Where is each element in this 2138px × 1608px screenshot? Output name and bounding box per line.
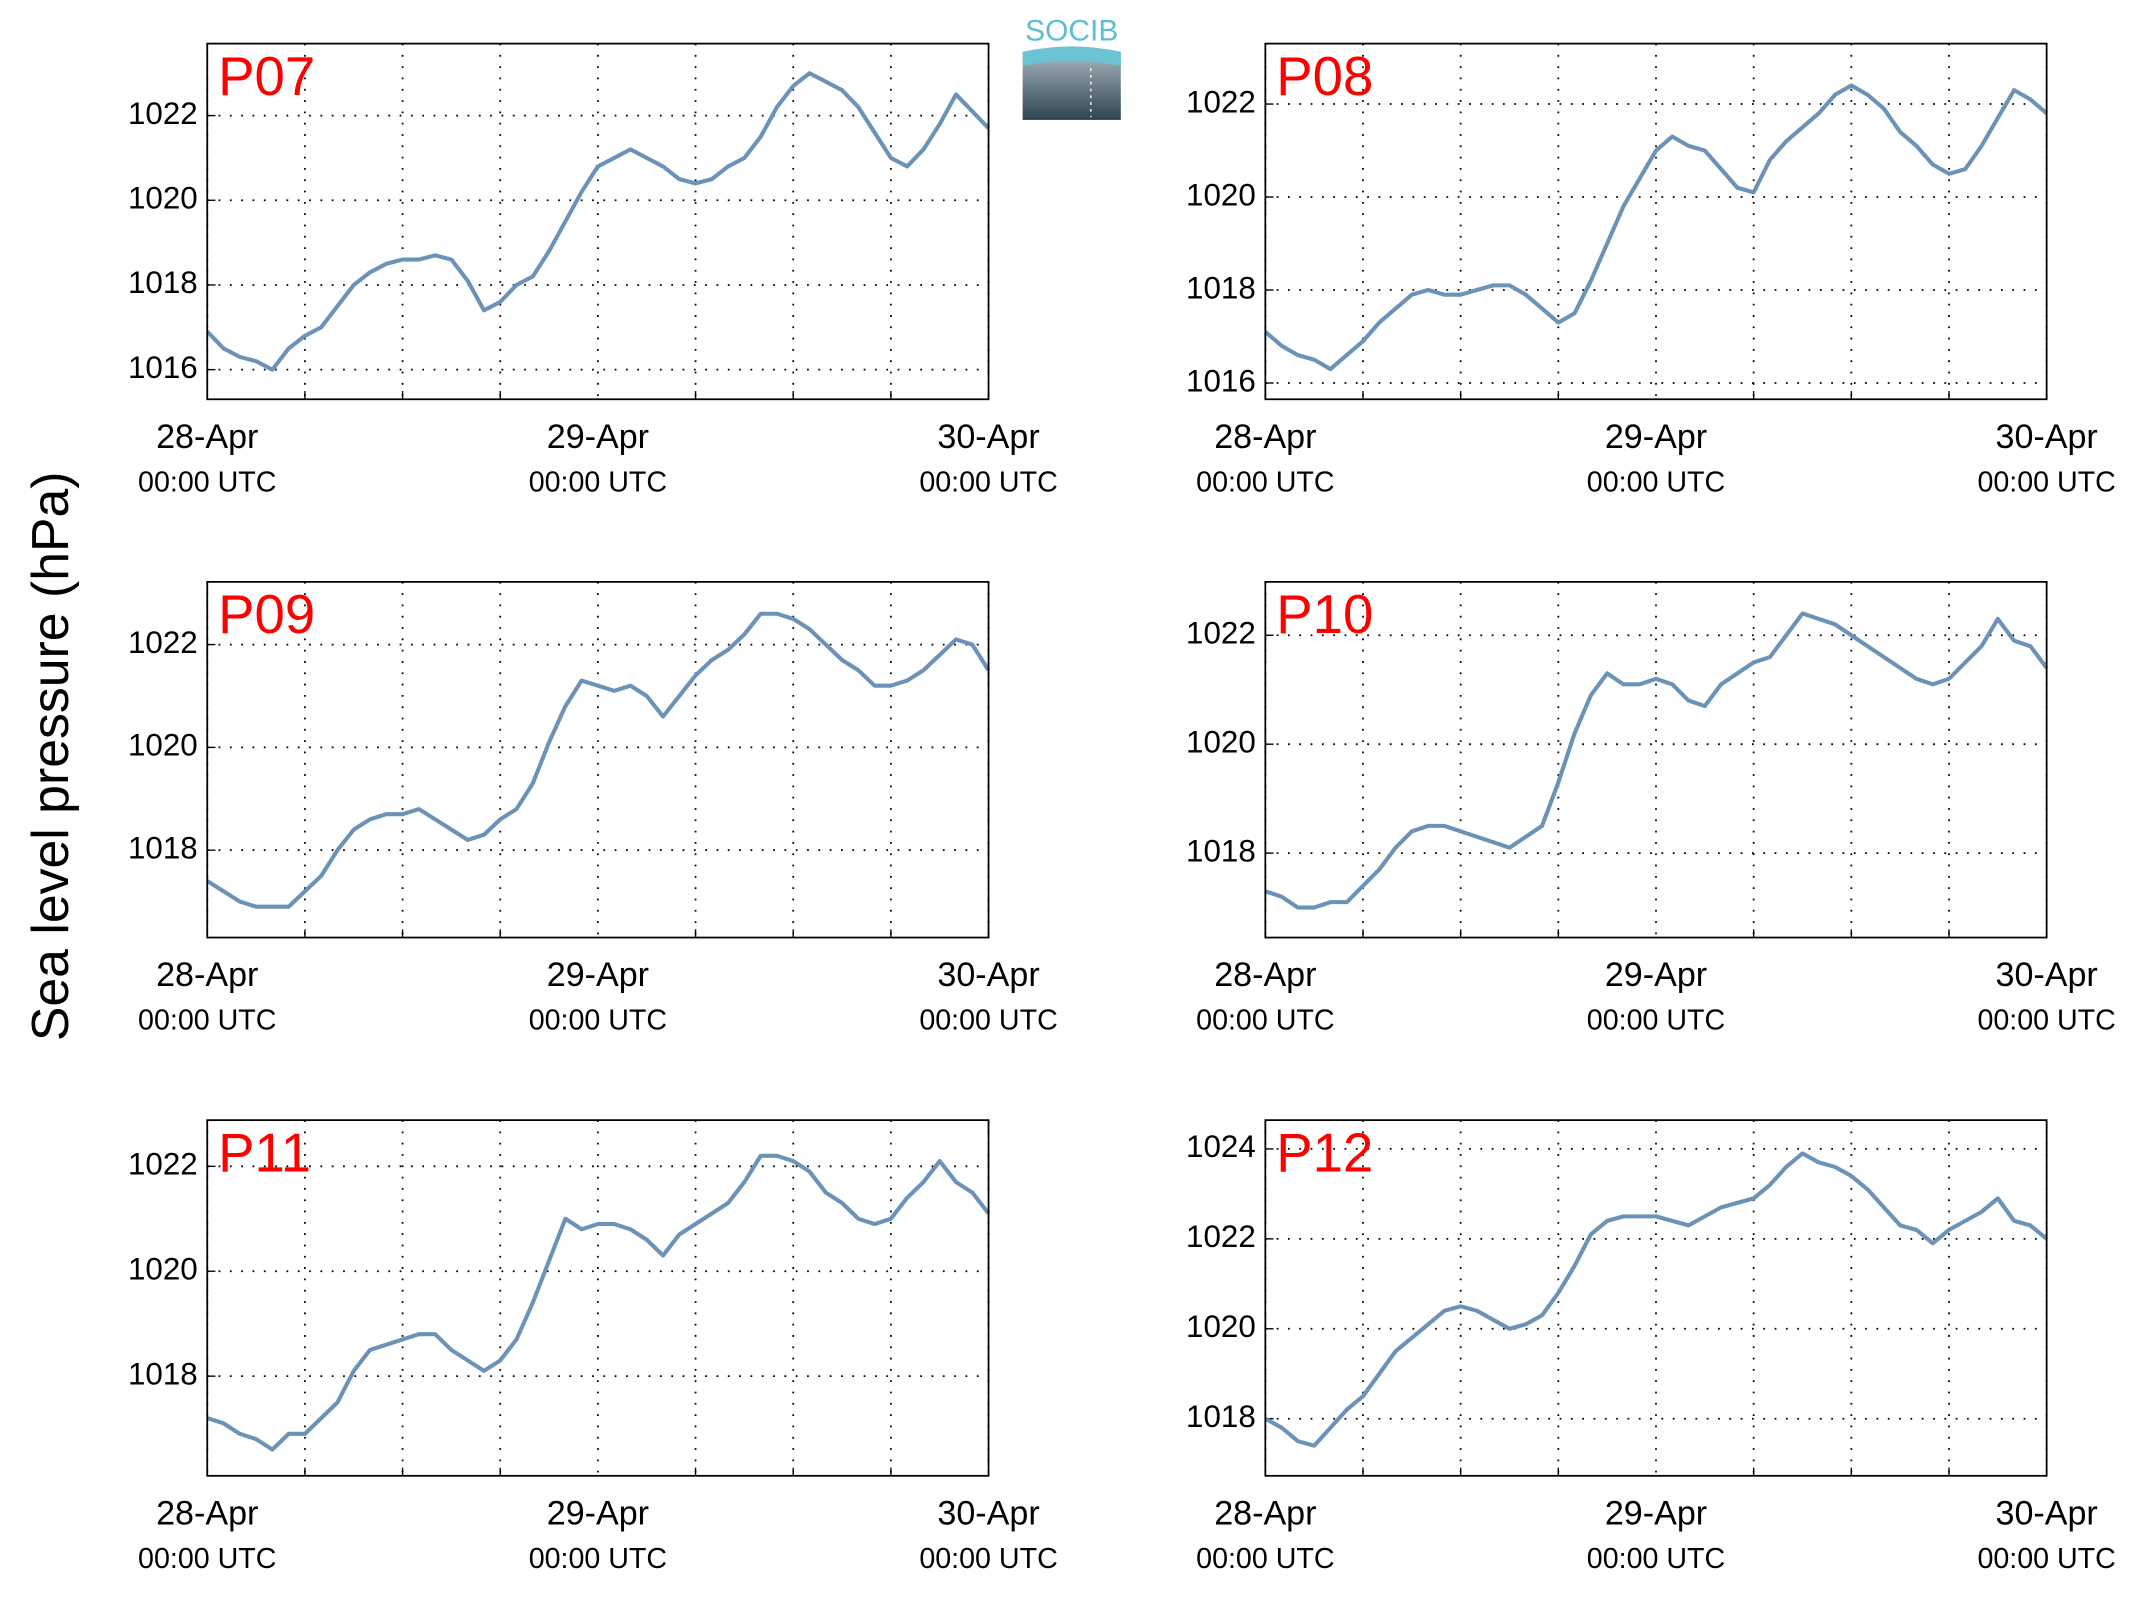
y-tick-label: 1022 <box>1186 1219 1256 1254</box>
x-tick-sublabel: 00:00 UTC <box>1977 466 2115 498</box>
data-line <box>206 611 991 909</box>
plot-area <box>207 581 989 938</box>
plot-frame <box>206 42 990 401</box>
panel-title: P07 <box>218 46 315 107</box>
plot-frame <box>206 1119 990 1477</box>
y-tick-label: 1022 <box>128 1147 198 1182</box>
x-tick-sublabel: 00:00 UTC <box>1977 1543 2115 1575</box>
panel-title: P09 <box>218 584 315 645</box>
y-tick-label: 1020 <box>128 728 198 763</box>
data-line <box>205 71 991 372</box>
x-tick-sublabel: 00:00 UTC <box>529 1005 667 1037</box>
plot-frame <box>206 580 990 939</box>
y-tick-label: 1020 <box>128 1252 198 1287</box>
x-tick-label: 30-Apr <box>1996 1494 2098 1532</box>
panel: 1018 1020 1022 28-Apr 00:00 UTC 29-Apr 00:00 U… <box>1186 580 2116 1037</box>
x-tick-label: 29-Apr <box>547 1494 649 1532</box>
x-tick-label: 28-Apr <box>1214 418 1316 456</box>
x-tick-sublabel: 00:00 UTC <box>1587 1543 1725 1575</box>
panel: 1018 1020 1022 1024 28-Apr 00:00 UTC 29-Apr 00:… <box>1186 1119 2116 1575</box>
plot-area <box>207 1120 989 1476</box>
x-tick-label: 30-Apr <box>1996 418 2098 456</box>
x-tick-sublabel: 00:00 UTC <box>1587 1005 1725 1037</box>
y-tick-label: 1020 <box>1186 1309 1256 1344</box>
y-tick-label: 1024 <box>1186 1129 1256 1164</box>
panel-title: P08 <box>1276 46 1373 107</box>
x-tick-sublabel: 00:00 UTC <box>138 1005 276 1037</box>
x-tick-label: 30-Apr <box>937 418 1039 456</box>
panel: 1016 1018 1020 1022 28-Apr 00:00 UTC 29-Apr 00:… <box>128 42 1058 498</box>
x-tick-sublabel: 00:00 UTC <box>1196 1543 1334 1575</box>
x-tick-sublabel: 00:00 UTC <box>529 466 667 498</box>
y-tick-label: 1018 <box>128 1356 198 1391</box>
x-tick-sublabel: 00:00 UTC <box>1196 1005 1334 1037</box>
x-tick-label: 28-Apr <box>156 956 258 994</box>
y-tick-label: 1018 <box>1186 270 1256 305</box>
y-tick-label: 1022 <box>1186 84 1256 119</box>
x-tick-label: 28-Apr <box>1214 956 1316 994</box>
x-tick-sublabel: 00:00 UTC <box>1587 466 1725 498</box>
x-tick-label: 29-Apr <box>1605 418 1707 456</box>
y-tick-label: 1018 <box>128 265 198 300</box>
logo-wave <box>1022 46 1121 66</box>
y-tick-label: 1022 <box>128 625 198 660</box>
panel: 1018 1020 1022 28-Apr 00:00 UTC 29-Apr 00:00 U… <box>128 1119 1058 1575</box>
x-tick-label: 29-Apr <box>547 956 649 994</box>
plot-area <box>1265 581 2047 938</box>
y-tick-label: 1018 <box>1186 1399 1256 1434</box>
x-tick-sublabel: 00:00 UTC <box>138 466 276 498</box>
data-line <box>1264 1151 2048 1448</box>
plot-frame <box>1264 42 2048 401</box>
y-tick-label: 1018 <box>1186 833 1256 868</box>
y-tick-label: 1018 <box>128 830 198 865</box>
panel: 1018 1020 1022 28-Apr 00:00 UTC 29-Apr 00:00 U… <box>128 580 1058 1037</box>
x-tick-label: 30-Apr <box>937 1494 1039 1532</box>
x-tick-label: 28-Apr <box>1214 1494 1316 1532</box>
x-tick-sublabel: 00:00 UTC <box>1977 1005 2115 1037</box>
x-tick-sublabel: 00:00 UTC <box>138 1543 276 1575</box>
y-axis-label: Sea level pressure (hPa) <box>21 471 79 1041</box>
x-tick-label: 28-Apr <box>156 1494 258 1532</box>
x-tick-sublabel: 00:00 UTC <box>529 1543 667 1575</box>
plot-frame <box>1264 1119 2048 1477</box>
x-tick-label: 29-Apr <box>1605 1494 1707 1532</box>
data-line <box>1264 83 2048 372</box>
panel-title: P10 <box>1276 584 1373 645</box>
data-line <box>206 1153 991 1452</box>
panel-title: P12 <box>1276 1122 1373 1183</box>
panel: 1016 1018 1020 1022 28-Apr 00:00 UTC 29-Apr 00:… <box>1186 42 2116 498</box>
y-tick-label: 1020 <box>1186 177 1256 212</box>
y-tick-label: 1020 <box>1186 724 1256 759</box>
y-tick-label: 1016 <box>128 350 198 385</box>
x-tick-label: 28-Apr <box>156 418 258 456</box>
x-tick-sublabel: 00:00 UTC <box>919 1005 1057 1037</box>
plot-area <box>207 43 989 400</box>
x-tick-sublabel: 00:00 UTC <box>919 466 1057 498</box>
y-tick-label: 1016 <box>1186 363 1256 398</box>
logo-text: SOCIB <box>1025 15 1118 48</box>
panel-title: P11 <box>218 1122 311 1183</box>
logo: SOCIB <box>1022 15 1121 120</box>
x-tick-label: 29-Apr <box>547 418 649 456</box>
x-tick-sublabel: 00:00 UTC <box>1196 466 1334 498</box>
x-tick-sublabel: 00:00 UTC <box>919 1543 1057 1575</box>
x-tick-label: 30-Apr <box>1996 956 2098 994</box>
data-line <box>1264 611 2049 910</box>
y-tick-label: 1022 <box>128 96 198 131</box>
x-tick-label: 30-Apr <box>937 956 1039 994</box>
x-tick-label: 29-Apr <box>1605 956 1707 994</box>
plot-frame <box>1264 580 2048 939</box>
y-tick-label: 1022 <box>1186 616 1256 651</box>
y-tick-label: 1020 <box>128 181 198 216</box>
plot-area <box>1265 43 2047 400</box>
plot-area <box>1265 1120 2047 1476</box>
